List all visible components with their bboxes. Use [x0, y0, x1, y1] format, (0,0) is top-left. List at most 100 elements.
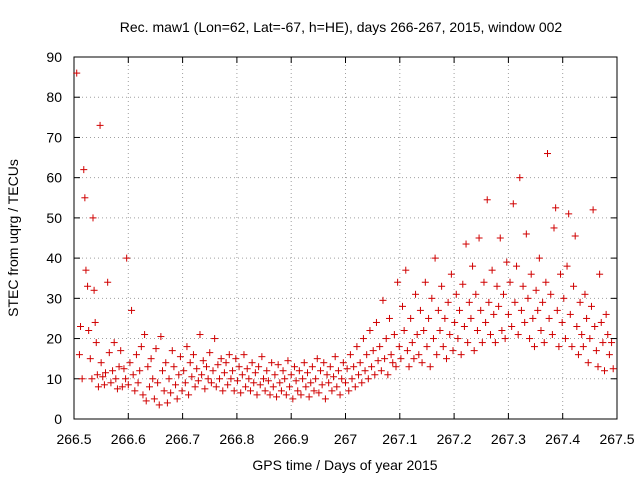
data-point: [230, 387, 238, 395]
data-point: [204, 375, 212, 383]
data-point: [325, 379, 333, 387]
data-point: [117, 347, 125, 355]
data-point: [480, 278, 488, 286]
data-point: [245, 375, 253, 383]
data-point: [568, 343, 576, 351]
data-point: [113, 385, 121, 393]
data-point: [599, 339, 607, 347]
data-point: [597, 318, 605, 326]
data-point: [605, 351, 613, 359]
data-point: [470, 347, 478, 355]
data-point: [90, 286, 98, 294]
data-point: [139, 391, 147, 399]
data-point: [491, 339, 499, 347]
data-point: [342, 379, 349, 387]
data-point: [442, 355, 450, 363]
x-tick-label: 267.4: [545, 431, 580, 447]
data-point: [434, 306, 442, 314]
data-point: [425, 314, 433, 322]
data-point: [433, 351, 441, 359]
data-point: [428, 294, 436, 302]
data-point: [604, 331, 612, 339]
data-point: [472, 290, 480, 298]
data-point: [412, 290, 420, 298]
data-point: [452, 290, 460, 298]
data-point: [120, 365, 128, 373]
data-point: [109, 367, 117, 375]
data-point: [543, 150, 551, 158]
data-point: [473, 327, 481, 335]
data-point: [392, 363, 400, 371]
data-point: [258, 353, 266, 361]
data-point: [596, 270, 604, 278]
data-point: [496, 234, 504, 242]
y-tick-label: 10: [46, 371, 62, 387]
data-point: [152, 345, 160, 353]
data-point: [214, 361, 222, 369]
data-point: [191, 383, 199, 391]
data-point: [351, 383, 359, 391]
chart-title: Rec. maw1 (Lon=62, Lat=-67, h=HE), days …: [120, 19, 563, 35]
data-point: [581, 290, 589, 298]
data-point: [294, 387, 302, 395]
x-tick-labels: 266.5 266.6 266.7 266.8 266.9 267 267.1 267.2 26…: [56, 431, 634, 447]
data-point: [178, 387, 186, 395]
data-point: [483, 196, 491, 204]
data-point: [467, 314, 475, 322]
x-tick-label: 266.6: [111, 431, 146, 447]
data-point: [400, 327, 408, 335]
data-point: [501, 335, 509, 343]
data-point: [250, 379, 258, 387]
x-tick-label: 267: [334, 431, 358, 447]
data-point: [408, 339, 416, 347]
data-point: [570, 282, 578, 290]
y-tick-label: 0: [54, 411, 62, 427]
data-point: [189, 351, 197, 359]
y-tick-label: 80: [46, 89, 62, 105]
data-point: [183, 343, 191, 351]
data-point: [413, 331, 421, 339]
data-point: [589, 206, 597, 214]
data-point: [286, 383, 294, 391]
data-point: [384, 371, 392, 379]
data-point: [92, 339, 100, 347]
data-point: [248, 359, 256, 367]
data-point: [429, 335, 437, 343]
data-point: [530, 343, 538, 351]
data-point: [188, 373, 196, 381]
data-point: [547, 290, 555, 298]
data-point: [86, 355, 94, 363]
data-point: [303, 369, 311, 377]
data-point: [532, 286, 540, 294]
data-point: [77, 322, 85, 330]
data-point: [279, 367, 287, 375]
data-point: [326, 363, 334, 371]
data-point: [206, 349, 214, 357]
data-point: [338, 375, 346, 383]
data-point: [573, 322, 581, 330]
data-point: [563, 262, 571, 270]
x-tick-label: 266.5: [56, 431, 91, 447]
data-point: [372, 318, 380, 326]
data-point: [126, 359, 134, 367]
data-point: [246, 387, 254, 395]
data-point: [395, 343, 403, 351]
data-point: [312, 375, 320, 383]
data-point: [350, 363, 358, 371]
data-point: [364, 375, 372, 383]
data-point: [287, 371, 295, 379]
data-point: [526, 335, 534, 343]
data-point: [545, 314, 553, 322]
data-point: [558, 318, 566, 326]
data-point: [405, 363, 413, 371]
data-point: [374, 357, 382, 365]
data-point: [132, 351, 140, 359]
x-axis-label: GPS time / Days of year 2015: [252, 457, 437, 473]
data-point: [439, 343, 447, 351]
data-point: [216, 375, 224, 383]
data-point: [576, 298, 584, 306]
data-point: [495, 302, 503, 310]
data-point: [506, 278, 514, 286]
data-point: [529, 314, 537, 322]
data-point: [490, 310, 498, 318]
